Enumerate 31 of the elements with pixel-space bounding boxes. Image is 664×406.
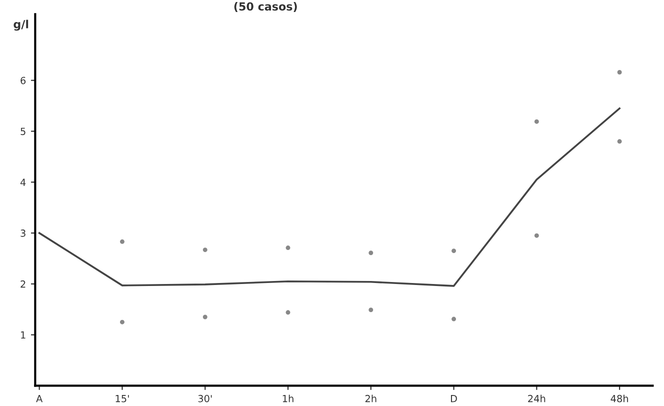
chart-title: (50 casos): [234, 2, 297, 12]
x-tick-label: 30': [198, 394, 212, 402]
point: [534, 119, 539, 124]
point: [202, 248, 208, 252]
y-tick-label: 6: [20, 76, 26, 84]
y-tick-label: 5: [20, 128, 26, 136]
y-tick-label: 4: [20, 178, 26, 186]
line-series: [38, 107, 620, 287]
point: [286, 310, 290, 315]
point: [452, 248, 456, 254]
x-tick-label: 15': [116, 395, 129, 402]
point: [120, 239, 124, 244]
x-tick-label: 24h: [528, 394, 546, 402]
x-tick-label: 48h: [610, 394, 628, 402]
point: [120, 320, 124, 324]
x-tick-label: A: [36, 395, 43, 402]
x-tick-label: D: [450, 395, 457, 402]
y-axis-title: g/l: [14, 20, 28, 31]
point: [368, 250, 374, 256]
point: [617, 70, 622, 74]
x-tick-label: 2h: [365, 394, 376, 402]
point: [286, 246, 290, 250]
point: [452, 316, 456, 322]
y-tick-label: 1: [21, 331, 26, 339]
point: [617, 139, 622, 144]
point: [202, 314, 208, 320]
point: [534, 233, 539, 238]
point: [368, 308, 374, 312]
y-tick-label: 3: [20, 230, 26, 237]
x-tick-label: 1h: [282, 394, 294, 402]
y-tick-label: 2: [20, 280, 26, 288]
